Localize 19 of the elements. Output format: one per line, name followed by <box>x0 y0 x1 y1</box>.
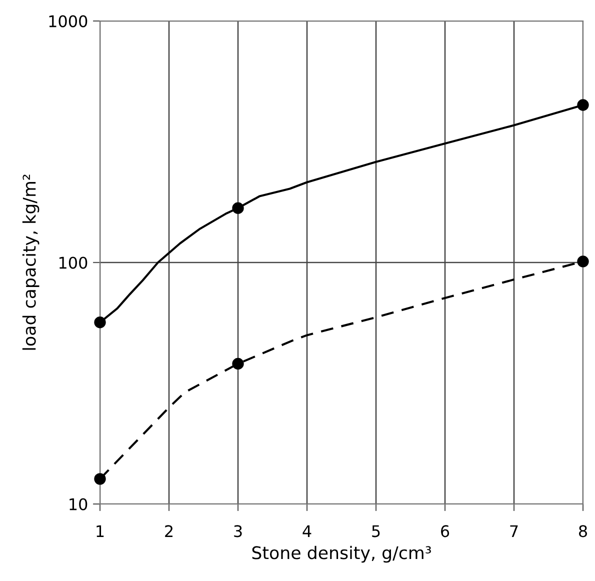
y-axis-title: load capacity, kg/m² <box>22 174 40 350</box>
point <box>94 316 106 328</box>
x-tick-label: 1 <box>96 525 104 537</box>
x-tick-label: 7 <box>510 525 518 537</box>
point <box>232 358 244 370</box>
x-tick-label: 2 <box>165 525 172 537</box>
x-tick-label: 6 <box>441 525 450 538</box>
point <box>577 256 589 268</box>
x-tick-label: 5 <box>372 525 380 538</box>
point <box>577 99 589 111</box>
point <box>94 473 106 485</box>
x-tick-label: 4 <box>302 525 312 537</box>
y-tick-label: 100 <box>59 256 88 269</box>
point <box>232 202 244 214</box>
x-tick-label: 8 <box>579 525 587 538</box>
y-tick-label: 10 <box>70 498 88 510</box>
x-tick-label: 3 <box>234 525 242 538</box>
y-tick-label: 1000 <box>49 15 88 28</box>
x-axis-title: Stone density, g/cm³ <box>252 546 431 563</box>
